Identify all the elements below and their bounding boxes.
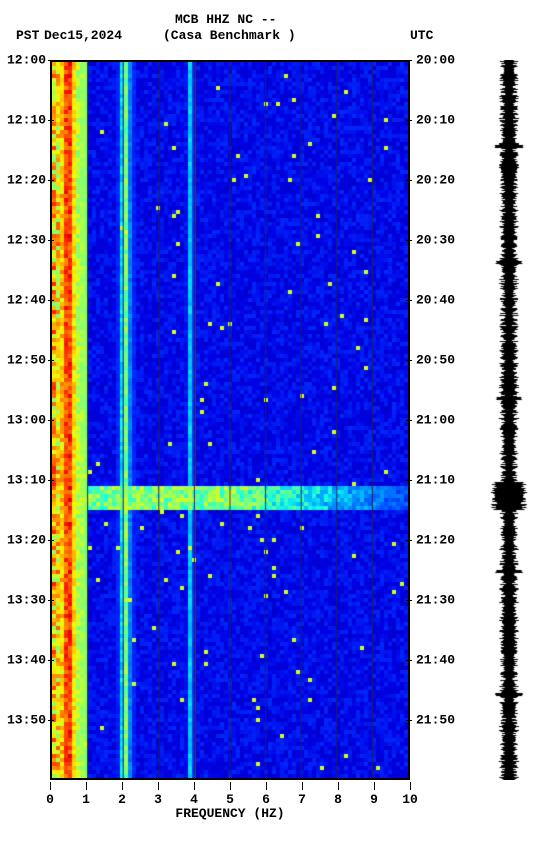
left-time-label: 13:40: [2, 652, 46, 667]
right-tick: [406, 120, 412, 121]
waveform-plot: [490, 60, 528, 780]
left-time-label: 13:10: [2, 472, 46, 487]
right-tick: [406, 360, 412, 361]
right-tick: [406, 720, 412, 721]
x-tick-label: 7: [298, 792, 306, 807]
left-time-label: 12:40: [2, 292, 46, 307]
x-tick: [410, 782, 411, 790]
x-tick-label: 6: [262, 792, 270, 807]
right-time-label: 20:50: [416, 353, 466, 368]
right-time-label: 21:30: [416, 593, 466, 608]
right-time-label: 20:00: [416, 53, 466, 68]
right-tick: [406, 480, 412, 481]
x-tick: [122, 782, 123, 790]
right-time-label: 20:20: [416, 173, 466, 188]
left-tick: [48, 180, 54, 181]
waveform-canvas: [490, 60, 528, 780]
x-tick-label: 2: [118, 792, 126, 807]
right-tick: [406, 300, 412, 301]
left-tick: [48, 300, 54, 301]
left-tick: [48, 60, 54, 61]
left-tick: [48, 660, 54, 661]
x-tick-label: 8: [334, 792, 342, 807]
left-time-label: 13:30: [2, 593, 46, 608]
x-tick: [230, 782, 231, 790]
right-tick: [406, 60, 412, 61]
left-time-label: 12:10: [2, 112, 46, 127]
date-label: Dec15,2024: [44, 28, 122, 43]
x-axis-label: FREQUENCY (HZ): [50, 806, 410, 821]
right-tick: [406, 420, 412, 421]
right-time-label: 21:10: [416, 472, 466, 487]
station-label: MCB HHZ NC --: [175, 12, 276, 27]
x-tick: [194, 782, 195, 790]
left-time-label: 12:00: [2, 53, 46, 68]
x-tick-label: 1: [82, 792, 90, 807]
left-tick: [48, 480, 54, 481]
left-time-label: 12:20: [2, 173, 46, 188]
x-tick: [266, 782, 267, 790]
x-tick: [374, 782, 375, 790]
left-time-label: 13:20: [2, 533, 46, 548]
x-tick: [338, 782, 339, 790]
right-tick: [406, 660, 412, 661]
right-time-label: 21:00: [416, 413, 466, 428]
right-time-label: 21:20: [416, 533, 466, 548]
x-tick-label: 0: [46, 792, 54, 807]
spectrogram-plot: [50, 60, 410, 780]
x-tick-label: 9: [370, 792, 378, 807]
x-tick-label: 4: [190, 792, 198, 807]
left-time-label: 12:30: [2, 233, 46, 248]
subtitle-label: (Casa Benchmark ): [163, 28, 296, 43]
left-tick: [48, 600, 54, 601]
tz-right-label: UTC: [410, 28, 433, 43]
x-tick-label: 3: [154, 792, 162, 807]
left-time-label: 13:50: [2, 713, 46, 728]
left-tick: [48, 540, 54, 541]
right-tick: [406, 180, 412, 181]
spectrogram-canvas: [52, 62, 408, 778]
left-time-label: 12:50: [2, 353, 46, 368]
right-time-label: 20:30: [416, 233, 466, 248]
left-tick: [48, 720, 54, 721]
left-tick: [48, 360, 54, 361]
left-tick: [48, 240, 54, 241]
right-time-label: 21:40: [416, 652, 466, 667]
right-time-label: 20:40: [416, 292, 466, 307]
tz-left-label: PST: [16, 28, 39, 43]
x-tick: [86, 782, 87, 790]
x-tick: [50, 782, 51, 790]
right-time-label: 20:10: [416, 112, 466, 127]
x-tick: [302, 782, 303, 790]
x-tick-label: 5: [226, 792, 234, 807]
left-tick: [48, 420, 54, 421]
right-time-label: 21:50: [416, 713, 466, 728]
right-tick: [406, 240, 412, 241]
left-time-label: 13:00: [2, 413, 46, 428]
right-tick: [406, 600, 412, 601]
x-tick-label: 10: [402, 792, 418, 807]
right-tick: [406, 540, 412, 541]
x-tick: [158, 782, 159, 790]
left-tick: [48, 120, 54, 121]
